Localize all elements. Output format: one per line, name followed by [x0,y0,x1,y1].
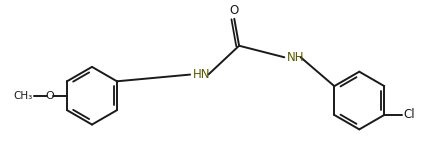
Text: CH₃: CH₃ [13,91,32,101]
Text: O: O [45,91,54,101]
Text: O: O [229,4,239,17]
Text: HN: HN [193,68,210,81]
Text: Cl: Cl [404,108,415,122]
Text: NH: NH [287,51,305,64]
